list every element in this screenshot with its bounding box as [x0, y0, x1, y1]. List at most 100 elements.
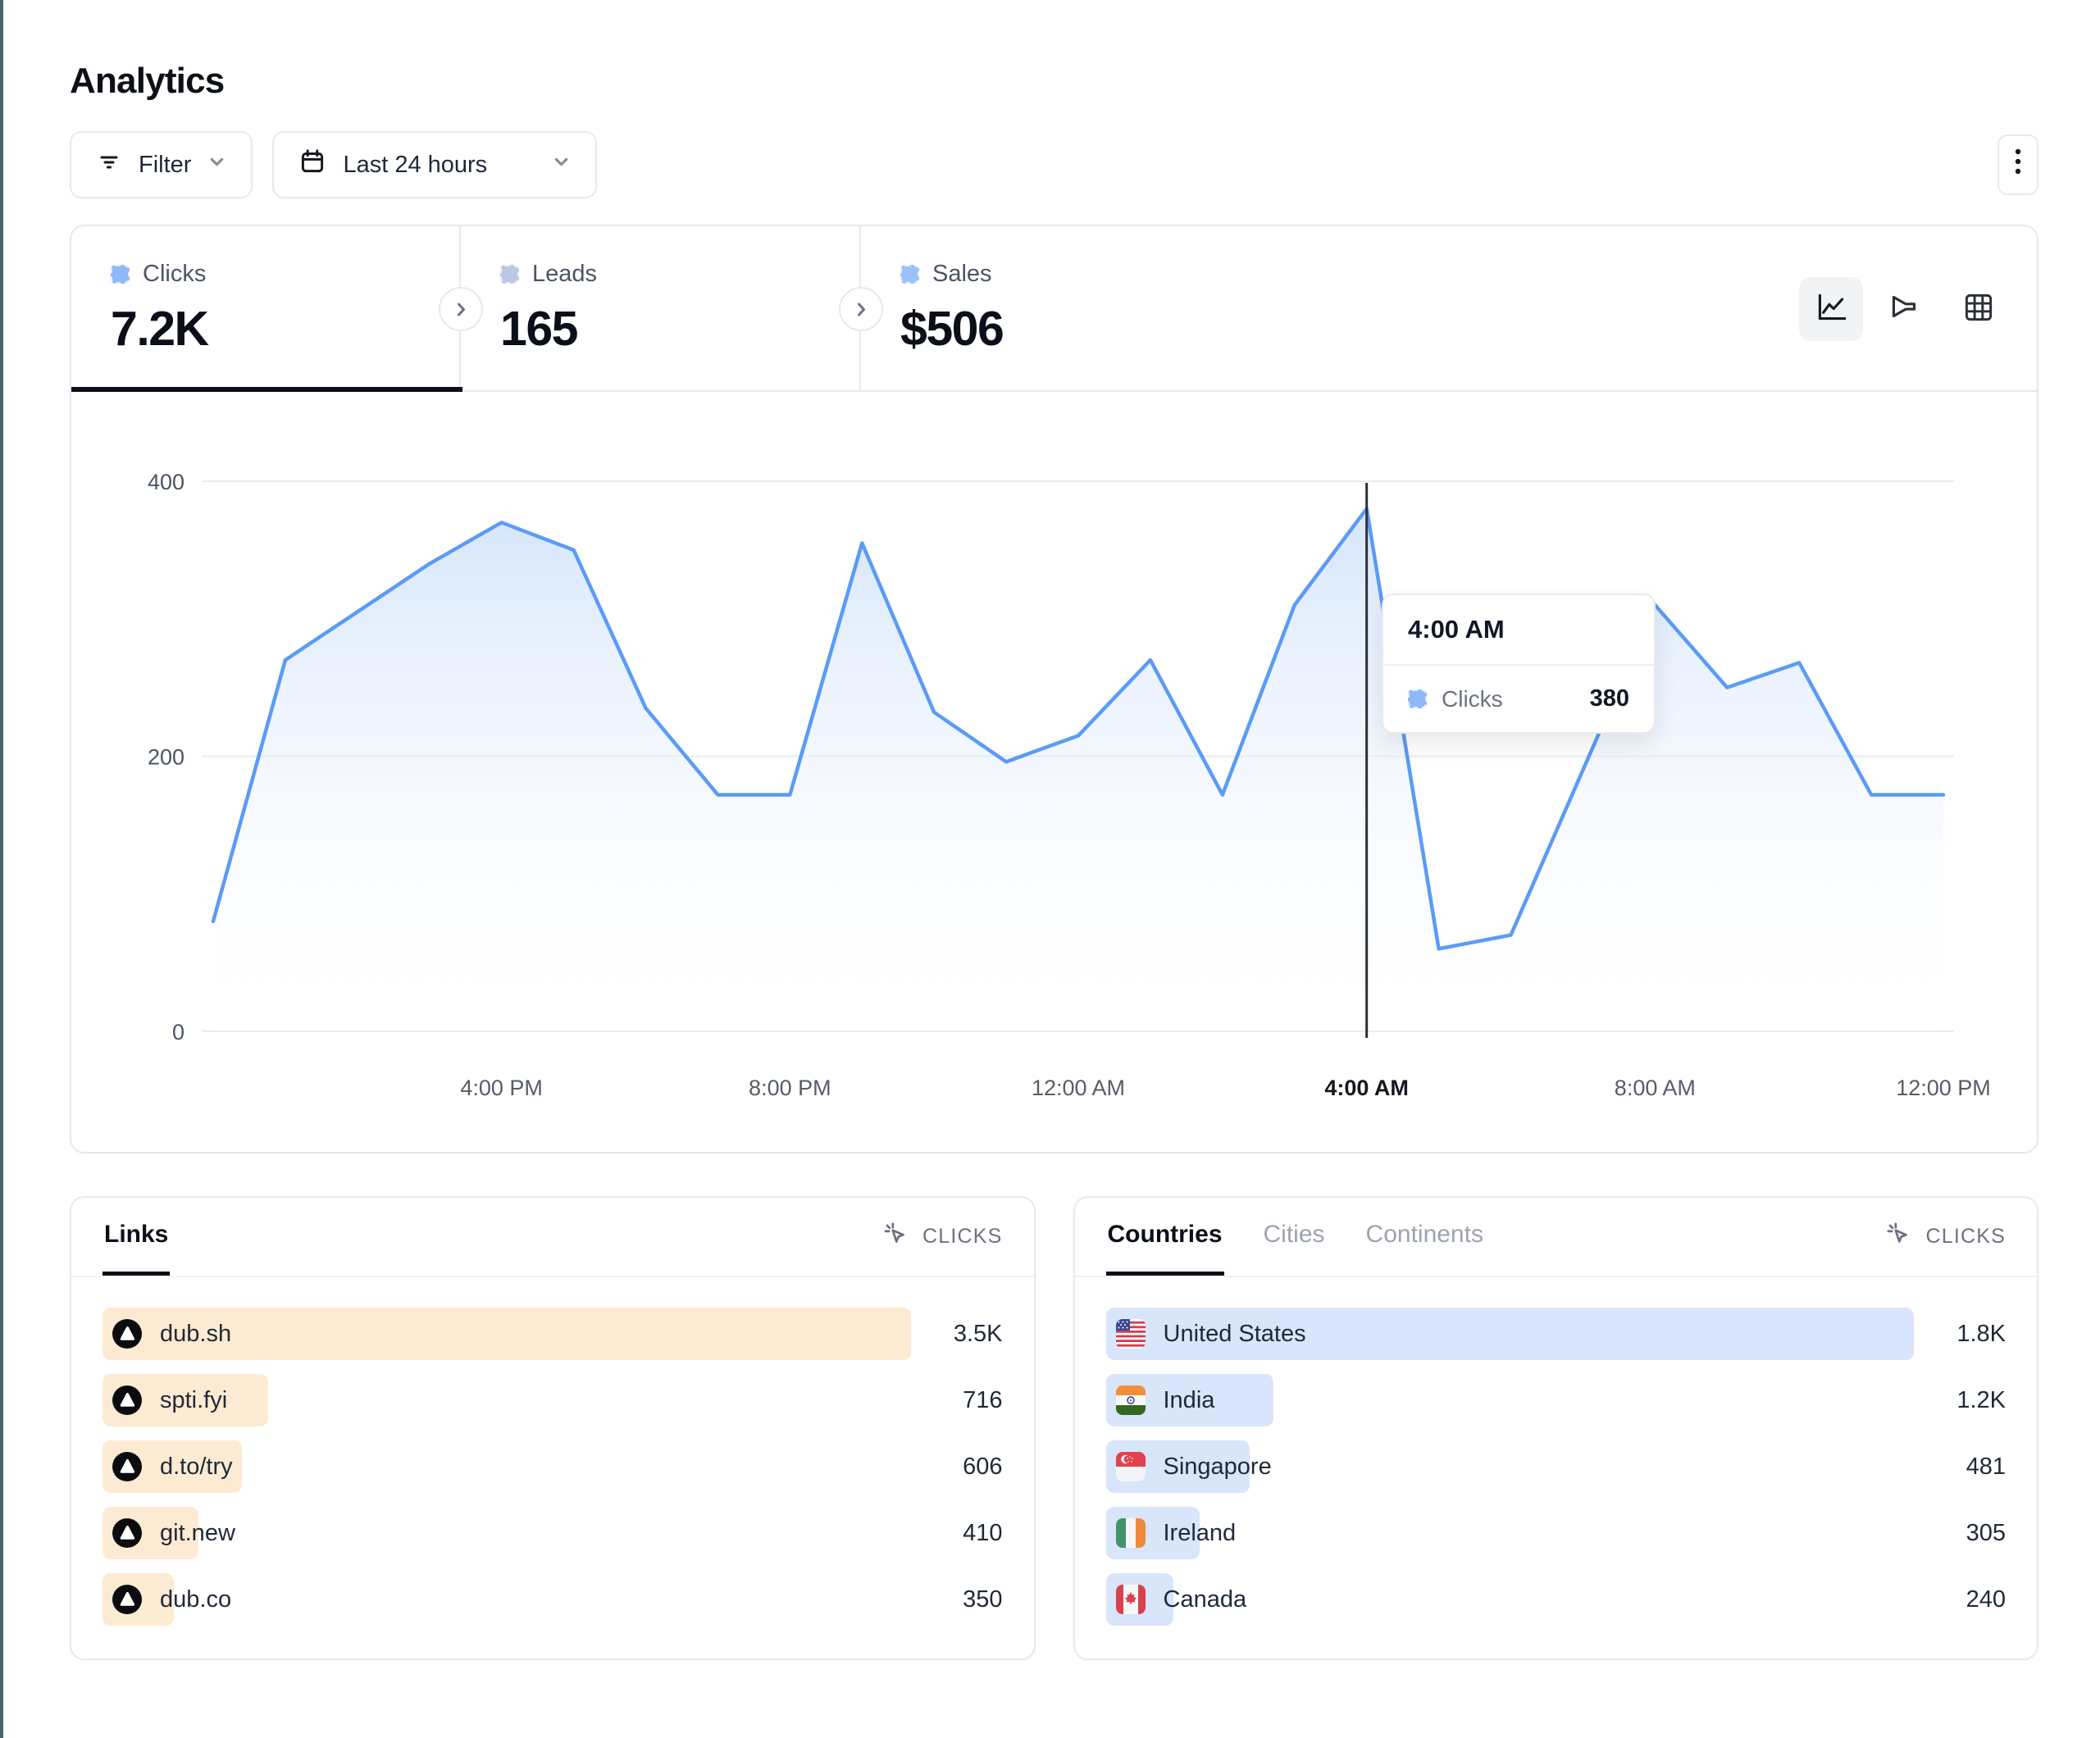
stats-tabs: Clicks 7.2K Leads 165 Sales $506 — [71, 226, 2037, 392]
line-chart-icon — [1812, 289, 1850, 330]
x-axis-label: 4:00 PM — [460, 1076, 543, 1100]
bar-area: spti.fyi — [102, 1374, 911, 1426]
bar-area: India — [1105, 1374, 1915, 1426]
row-value: 1.2K — [1957, 1386, 2006, 1413]
bar-area: Canada — [1105, 1573, 1915, 1626]
row-label: United States — [1163, 1320, 1306, 1347]
bar-area: Ireland — [1105, 1507, 1915, 1559]
dub-logo-icon — [112, 1585, 142, 1614]
view-toggle-line-chart[interactable] — [1799, 277, 1863, 341]
area-fill — [213, 508, 1943, 1031]
link-rows: dub.sh 3.5K spti.fyi 716 d.to/try 606 git.new 4… — [71, 1277, 1034, 1626]
chevron-down-icon — [550, 151, 572, 180]
country-tabs: Countries Cities Continents — [1105, 1198, 1485, 1276]
breakdown-panels: Links CLICKS dub.sh 3.5K spti.fyi 716 d.to/try… — [70, 1196, 2039, 1660]
stat-value: 165 — [500, 301, 578, 356]
funnel-icon — [1886, 289, 1924, 330]
tooltip-series-label: Clicks — [1442, 685, 1503, 712]
cursor-click-icon — [1883, 1218, 1914, 1255]
row-value: 606 — [963, 1453, 1003, 1480]
link-metric-selector[interactable]: CLICKS — [880, 1198, 1003, 1276]
links-panel: Links CLICKS dub.sh 3.5K spti.fyi 716 d.to/try… — [70, 1196, 1036, 1660]
expand-leads-sales-button[interactable] — [839, 287, 883, 331]
country-panel-header: Countries Cities Continents CLICKS — [1074, 1198, 2037, 1277]
row-content: Ireland — [1106, 1507, 1915, 1559]
metric-label: CLICKS — [1925, 1225, 2006, 1248]
view-toggle-funnel[interactable] — [1873, 277, 1937, 341]
country-row[interactable]: Singapore 481 — [1105, 1440, 2006, 1493]
row-value: 305 — [1966, 1519, 2006, 1546]
country-row[interactable]: India 1.2K — [1105, 1374, 2006, 1426]
ca-flag-icon — [1115, 1585, 1146, 1614]
clicks-chart-area[interactable]: 0 200 400 4:00 PM 8:00 PM 12:00 AM 4:00 AM 8:00… — [71, 392, 2037, 1153]
more-options-button[interactable] — [1998, 134, 2039, 195]
bar-area: dub.co — [102, 1573, 911, 1626]
row-label: d.to/try — [160, 1453, 233, 1480]
row-content: United States — [1106, 1308, 1915, 1360]
window-left-edge — [0, 0, 3, 1738]
row-label: Singapore — [1163, 1453, 1272, 1480]
link-row[interactable]: dub.sh 3.5K — [102, 1308, 1003, 1360]
expand-clicks-leads-button[interactable] — [439, 287, 483, 331]
sg-flag-icon — [1115, 1452, 1146, 1481]
filter-icon — [94, 147, 124, 183]
link-row[interactable]: spti.fyi 716 — [102, 1374, 1003, 1426]
x-axis-label: 8:00 AM — [1615, 1076, 1696, 1100]
country-row[interactable]: Canada 240 — [1105, 1573, 2006, 1626]
stat-tab-header: Leads — [500, 261, 859, 288]
stat-tab-leads[interactable]: Leads 165 — [461, 226, 861, 390]
dub-logo-icon — [112, 1319, 142, 1349]
tab-continents[interactable]: Continents — [1365, 1221, 1483, 1248]
row-label: spti.fyi — [160, 1386, 228, 1413]
bar-area: United States — [1105, 1308, 1915, 1360]
tab-cities[interactable]: Cities — [1263, 1221, 1325, 1248]
date-range-button[interactable]: Last 24 hours — [272, 131, 598, 198]
row-value: 481 — [1966, 1453, 2006, 1480]
chart-view-toggles — [1799, 277, 2011, 341]
leads-series-chip — [500, 264, 519, 284]
link-panel-header: Links CLICKS — [71, 1198, 1034, 1277]
view-toggle-table[interactable] — [1947, 277, 2011, 341]
y-axis-label: 200 — [148, 745, 184, 770]
kebab-menu-icon — [2006, 143, 2030, 186]
link-row[interactable]: git.new 410 — [102, 1507, 1003, 1559]
tooltip-value: 380 — [1589, 685, 1629, 712]
row-value: 3.5K — [953, 1320, 1003, 1347]
row-label: India — [1163, 1386, 1215, 1413]
bar-area: dub.sh — [102, 1308, 911, 1360]
toolbar: Filter Last 24 hours — [70, 131, 2039, 198]
tab-links[interactable]: Links — [102, 1198, 171, 1276]
stat-tab-sales[interactable]: Sales $506 — [861, 226, 2037, 390]
country-row[interactable]: United States 1.8K — [1105, 1308, 2006, 1360]
tooltip-series-row: Clicks 380 — [1383, 666, 1654, 732]
link-tabs: Links — [102, 1198, 171, 1276]
x-axis-label: 12:00 PM — [1896, 1076, 1991, 1100]
y-axis-label: 400 — [148, 470, 184, 494]
page-title: Analytics — [70, 61, 225, 101]
stat-label: Leads — [532, 260, 598, 287]
row-value: 1.8K — [1957, 1320, 2006, 1347]
sales-series-chip — [900, 264, 919, 284]
chart-tooltip: 4:00 AM Clicks 380 — [1382, 594, 1656, 734]
link-row[interactable]: dub.co 350 — [102, 1573, 1003, 1626]
dub-logo-icon — [112, 1452, 142, 1481]
x-axis-label: 12:00 AM — [1032, 1076, 1125, 1100]
clicks-area-chart: 0 200 400 4:00 PM 8:00 PM 12:00 AM 4:00 AM 8:00… — [148, 470, 1991, 1100]
link-row[interactable]: d.to/try 606 — [102, 1440, 1003, 1493]
row-label: git.new — [160, 1519, 235, 1546]
country-row[interactable]: Ireland 305 — [1105, 1507, 2006, 1559]
filter-button[interactable]: Filter — [70, 131, 253, 198]
stat-tab-header: Clicks — [111, 261, 459, 288]
ie-flag-icon — [1115, 1518, 1146, 1548]
stat-tab-clicks[interactable]: Clicks 7.2K — [71, 226, 461, 390]
dub-logo-icon — [112, 1385, 142, 1415]
in-flag-icon — [1115, 1385, 1146, 1415]
active-tab-underline — [71, 387, 462, 392]
country-metric-selector[interactable]: CLICKS — [1883, 1198, 2006, 1276]
grid-icon — [1960, 289, 1998, 330]
chevron-down-icon — [206, 151, 228, 180]
x-axis-label: 4:00 AM — [1324, 1076, 1409, 1100]
tab-countries[interactable]: Countries — [1105, 1198, 1224, 1276]
value-bar — [102, 1308, 911, 1360]
clicks-series-chip — [111, 264, 130, 284]
